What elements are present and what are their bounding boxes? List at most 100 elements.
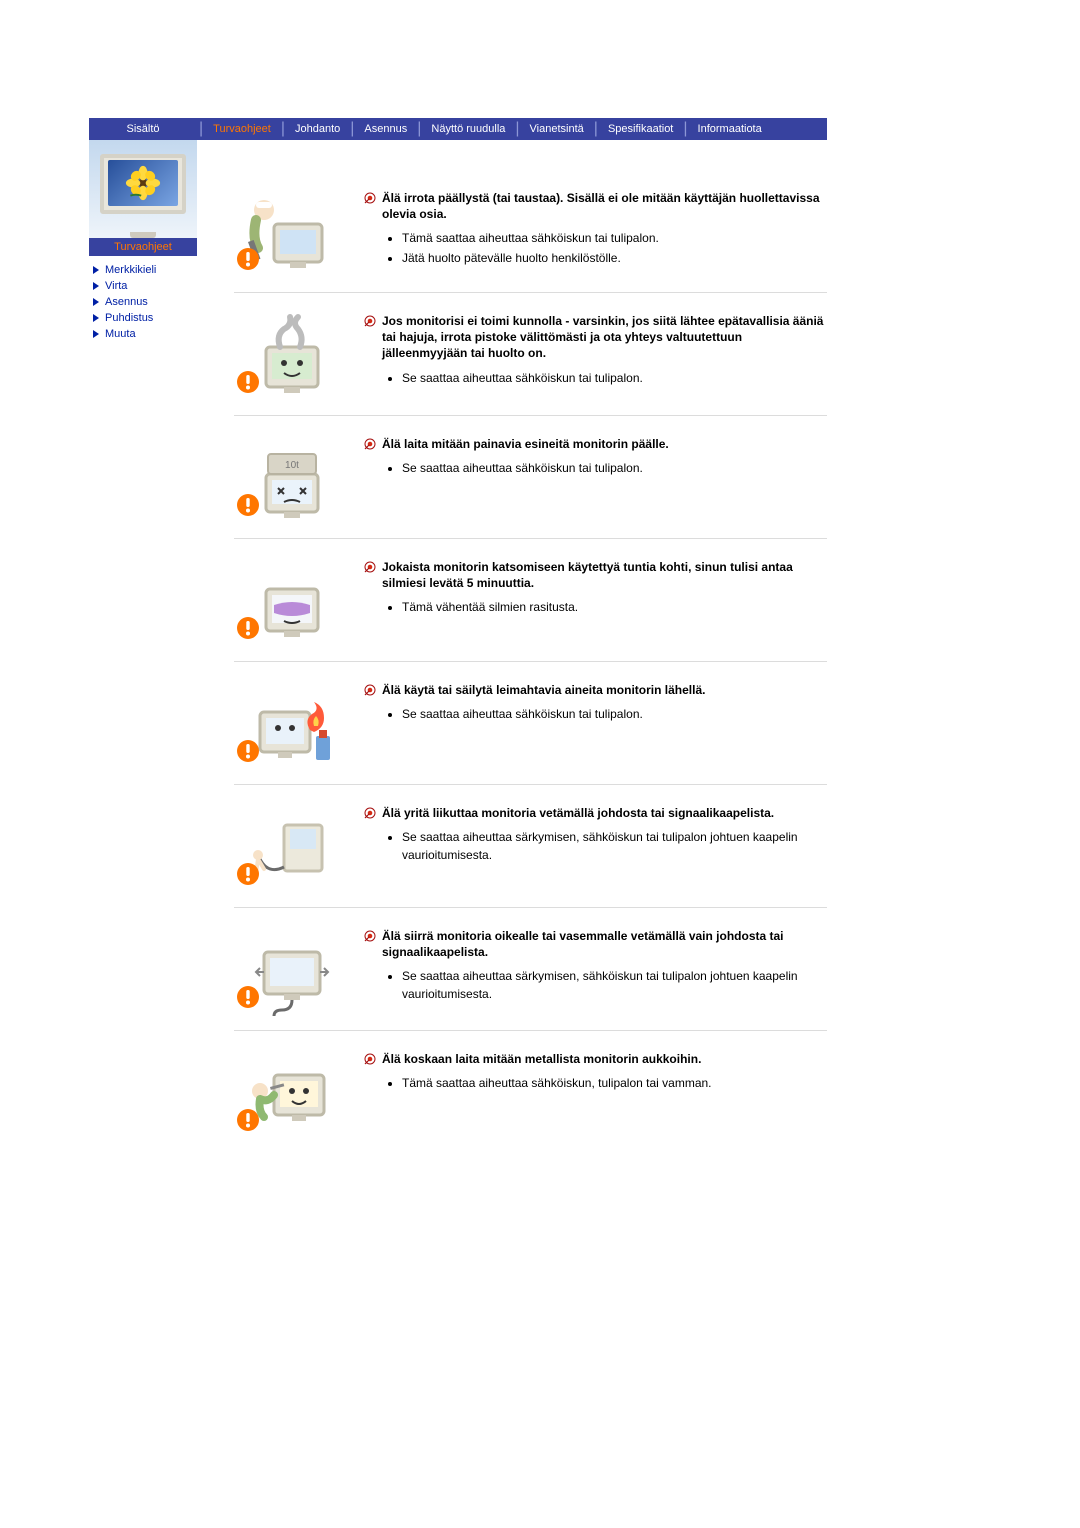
nav-separator: | [348,120,356,138]
warning-headline: Älä siirrä monitoria oikealle tai vasemm… [364,928,827,960]
warning-bullet-icon [364,807,376,819]
topnav-label: Spesifikaatiot [608,123,673,135]
warning-bullet-icon [364,438,376,450]
warning-text: Älä koskaan laita mitään metallista moni… [364,1045,827,1139]
topnav-item-asennus[interactable]: Asennus [356,118,415,140]
sidebar-item-label: Virta [105,280,127,292]
warning-title: Älä yritä liikuttaa monitoria vetämällä … [382,805,774,821]
topnav-label: Asennus [364,123,407,135]
warning-headline: Älä käytä tai säilytä leimahtavia aineit… [364,682,827,698]
arrow-right-icon [93,298,99,306]
topnav-label: Turvaohjeet [213,123,271,135]
warning-item: 10t Älä laita mitään painavia esineitä mo… [234,416,827,539]
warning-headline: Älä koskaan laita mitään metallista moni… [364,1051,827,1067]
topnav-item-informaatiota[interactable]: Informaatiota [690,118,770,140]
flower-icon [125,165,161,201]
warning-points: Se saattaa aiheuttaa särkymisen, sähköis… [364,968,827,1003]
warning-points: Se saattaa aiheuttaa sähköiskun tai tuli… [364,460,827,477]
topnav-item-spesifikaatiot[interactable]: Spesifikaatiot [600,118,681,140]
warning-headline: Jokaista monitorin katsomiseen käytettyä… [364,559,827,591]
warning-point: Se saattaa aiheuttaa sähköiskun tai tuli… [402,706,827,723]
warning-item: Älä käytä tai säilytä leimahtavia aineit… [234,662,827,785]
nav-separator: | [197,120,205,138]
warning-item: Jos monitorisi ei toimi kunnolla - varsi… [234,293,827,416]
sidebar-item-label: Muuta [105,328,136,340]
topnav-item-naytto[interactable]: Näyttö ruudulla [423,118,513,140]
arrow-right-icon [93,330,99,338]
sidebar-item-asennus[interactable]: Asennus [89,294,222,310]
topnav-item-sisalto[interactable]: Sisältö [89,118,197,140]
sidebar-header: Turvaohjeet [89,238,197,256]
warning-text: Älä käytä tai säilytä leimahtavia aineit… [364,676,827,770]
warning-item: Älä siirrä monitoria oikealle tai vasemm… [234,908,827,1031]
topnav-item-vianetsinta[interactable]: Vianetsintä [522,118,592,140]
warning-points: Tämä saattaa aiheuttaa sähköiskun tai tu… [364,230,827,267]
topnav-label: Näyttö ruudulla [431,123,505,135]
sidebar-item-virta[interactable]: Virta [89,278,222,294]
sidebar-item-puhdistus[interactable]: Puhdistus [89,310,222,326]
warning-illustration: 10t [234,430,344,524]
warning-illustration [234,307,344,401]
warning-item: Älä irrota päällystä (tai taustaa). Sisä… [234,170,827,293]
warning-text: Älä irrota päällystä (tai taustaa). Sisä… [364,184,827,278]
warning-bullet-icon [364,684,376,696]
exclamation-icon [236,247,260,271]
warning-illustration [234,1045,344,1139]
warning-headline: Älä yritä liikuttaa monitoria vetämällä … [364,805,827,821]
warning-item: Jokaista monitorin katsomiseen käytettyä… [234,539,827,662]
warning-text: Jokaista monitorin katsomiseen käytettyä… [364,553,827,647]
exclamation-icon [236,739,260,763]
exclamation-icon [236,493,260,517]
arrow-right-icon [93,314,99,322]
svg-text:10t: 10t [285,460,299,471]
warning-title: Jos monitorisi ei toimi kunnolla - varsi… [382,313,827,362]
warning-point: Tämä saattaa aiheuttaa sähköiskun tai tu… [402,230,827,247]
warning-headline: Jos monitorisi ei toimi kunnolla - varsi… [364,313,827,362]
warning-bullet-icon [364,930,376,942]
warning-headline: Älä irrota päällystä (tai taustaa). Sisä… [364,190,827,222]
nav-separator: | [415,120,423,138]
nav-separator: | [513,120,521,138]
sidebar-item-label: Asennus [105,296,148,308]
warning-point: Tämä saattaa aiheuttaa sähköiskun, tulip… [402,1075,827,1092]
topnav-label: Informaatiota [698,123,762,135]
topnav-label: Vianetsintä [530,123,584,135]
sidebar-item-label: Merkkikieli [105,264,156,276]
top-nav: Sisältö | Turvaohjeet | Johdanto | Asenn… [89,118,827,140]
topnav-label: Johdanto [295,123,340,135]
warning-item: Älä yritä liikuttaa monitoria vetämällä … [234,785,827,908]
warning-bullet-icon [364,192,376,204]
warning-text: Älä laita mitään painavia esineitä monit… [364,430,827,524]
warning-point: Se saattaa aiheuttaa särkymisen, sähköis… [402,968,827,1003]
warning-title: Älä irrota päällystä (tai taustaa). Sisä… [382,190,827,222]
exclamation-icon [236,370,260,394]
exclamation-icon [236,862,260,886]
warning-text: Älä siirrä monitoria oikealle tai vasemm… [364,922,827,1016]
sidebar: Turvaohjeet Merkkikieli Virta Asennus Pu… [89,140,222,1153]
warning-bullet-icon [364,315,376,327]
topnav-item-turvaohjeet[interactable]: Turvaohjeet [205,118,279,140]
nav-separator: | [279,120,287,138]
sidebar-item-muuta[interactable]: Muuta [89,326,222,342]
warning-illustration [234,676,344,770]
warning-text: Älä yritä liikuttaa monitoria vetämällä … [364,799,827,893]
warning-title: Älä käytä tai säilytä leimahtavia aineit… [382,682,705,698]
warning-points: Se saattaa aiheuttaa sähköiskun tai tuli… [364,370,827,387]
warning-title: Älä laita mitään painavia esineitä monit… [382,436,669,452]
warning-points: Tämä saattaa aiheuttaa sähköiskun, tulip… [364,1075,827,1092]
monitor-icon [100,154,186,224]
warning-bullet-icon [364,561,376,573]
warning-illustration [234,799,344,893]
arrow-right-icon [93,266,99,274]
topnav-label: Sisältö [126,123,159,135]
warning-points: Tämä vähentää silmien rasitusta. [364,599,827,616]
warning-title: Jokaista monitorin katsomiseen käytettyä… [382,559,827,591]
topnav-item-johdanto[interactable]: Johdanto [287,118,348,140]
warning-point: Se saattaa aiheuttaa sähköiskun tai tuli… [402,460,827,477]
sidebar-item-merkkikieli[interactable]: Merkkikieli [89,262,222,278]
warning-illustration [234,184,344,278]
warning-illustration [234,922,344,1016]
warning-point: Se saattaa aiheuttaa särkymisen, sähköis… [402,829,827,864]
warning-point: Tämä vähentää silmien rasitusta. [402,599,827,616]
sidebar-hero-image [89,140,197,238]
